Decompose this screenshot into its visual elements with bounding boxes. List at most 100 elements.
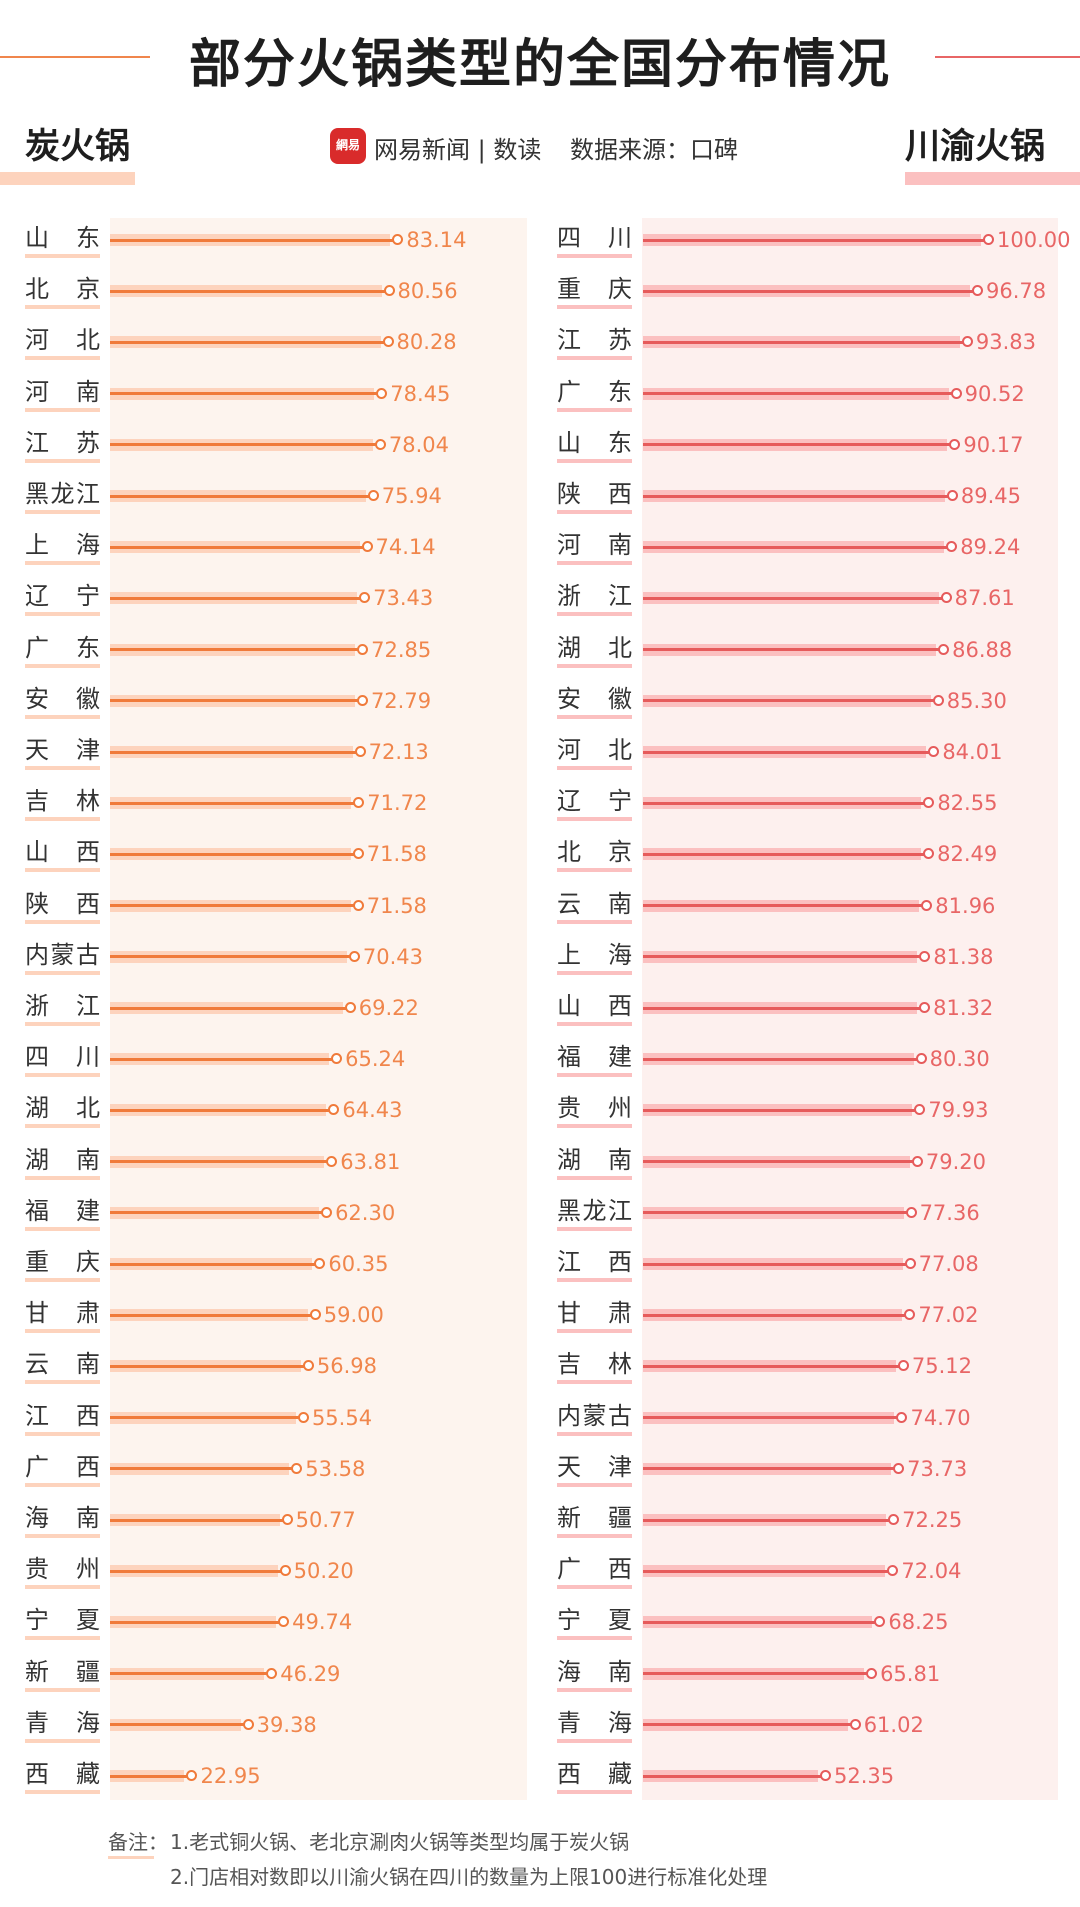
right-bar xyxy=(643,443,952,447)
left-value-label: 72.85 xyxy=(371,637,432,662)
left-bar xyxy=(110,1211,324,1215)
left-label-underline xyxy=(25,1534,100,1538)
right-label-underline xyxy=(557,561,632,566)
right-bar-endpoint xyxy=(914,1104,926,1116)
left-category-label: 广东 xyxy=(25,633,100,662)
right-bar-endpoint xyxy=(923,848,935,860)
right-category-label: 河北 xyxy=(557,736,632,764)
right-bar-endpoint xyxy=(949,438,961,450)
left-label-underline xyxy=(25,817,100,822)
right-value-label: 72.04 xyxy=(901,1559,962,1584)
left-bar xyxy=(110,494,370,498)
right-bar-endpoint xyxy=(950,387,962,399)
right-label-underline xyxy=(557,970,632,975)
right-bar xyxy=(643,392,953,396)
left-bar-endpoint xyxy=(367,490,379,501)
right-title-underline xyxy=(905,172,1080,185)
left-category-label: 广西 xyxy=(25,1452,100,1481)
left-bar-endpoint xyxy=(354,746,366,757)
right-category-label: 江西 xyxy=(557,1248,632,1276)
left-bar-endpoint xyxy=(348,950,360,962)
right-bar xyxy=(643,1262,907,1266)
right-category-label: 北京 xyxy=(557,838,632,867)
left-bar xyxy=(110,1620,281,1624)
left-bar xyxy=(110,1416,300,1420)
right-category-label: 重庆 xyxy=(557,275,632,304)
left-bar xyxy=(110,1057,334,1061)
right-label-underline xyxy=(557,766,632,770)
right-label-underline xyxy=(557,1790,632,1794)
right-bar-endpoint xyxy=(971,285,983,297)
left-category-label: 河南 xyxy=(25,377,100,406)
left-category-label: 辽宁 xyxy=(25,582,100,611)
right-bar xyxy=(643,1364,900,1368)
right-label-underline xyxy=(557,1380,632,1385)
note-2: 2.门店相对数即以川渝火锅在四川的数量为上限100进行标准化处理 xyxy=(170,1865,768,1889)
left-category-label: 吉林 xyxy=(25,787,100,816)
right-label-underline xyxy=(557,1124,632,1129)
right-bar-endpoint xyxy=(921,899,933,911)
right-bar-endpoint xyxy=(904,1258,916,1269)
left-bar xyxy=(110,1313,312,1317)
left-bar xyxy=(110,596,362,600)
left-label-underline xyxy=(25,970,100,975)
left-value-label: 69.22 xyxy=(358,996,419,1020)
left-value-label: 49.74 xyxy=(292,1610,353,1635)
right-value-label: 73.73 xyxy=(907,1456,968,1481)
right-value-label: 74.70 xyxy=(910,1405,971,1430)
left-value-label: 55.54 xyxy=(311,1405,373,1430)
right-bar xyxy=(643,750,931,754)
right-label-underline xyxy=(557,305,632,310)
left-label-underline xyxy=(25,356,100,361)
left-label-underline xyxy=(25,868,100,873)
right-bar xyxy=(643,955,922,959)
right-value-label: 77.08 xyxy=(918,1252,979,1276)
left-bar xyxy=(110,289,386,293)
left-label-underline xyxy=(25,919,100,924)
left-value-label: 73.43 xyxy=(373,586,434,611)
left-bar xyxy=(110,1006,347,1010)
right-category-label: 海南 xyxy=(557,1657,632,1686)
left-value-label: 39.38 xyxy=(256,1712,317,1737)
right-bar-endpoint xyxy=(940,592,952,604)
left-label-underline xyxy=(25,407,100,412)
right-bar xyxy=(643,545,949,549)
right-bar xyxy=(643,1211,908,1215)
left-category-label: 江苏 xyxy=(25,428,100,457)
left-category-label: 新疆 xyxy=(25,1657,100,1686)
right-value-label: 75.12 xyxy=(911,1354,973,1379)
right-chart-title: 川渝火锅 xyxy=(905,127,1046,167)
left-label-underline xyxy=(25,1790,100,1794)
right-bar xyxy=(643,494,949,498)
left-label-underline xyxy=(25,714,100,719)
right-label-underline xyxy=(557,1482,632,1487)
right-value-label: 52.35 xyxy=(834,1764,895,1788)
right-bar-endpoint xyxy=(905,1206,917,1218)
left-bar-endpoint xyxy=(186,1770,198,1781)
right-value-label: 82.49 xyxy=(937,842,998,867)
left-value-label: 22.95 xyxy=(200,1764,261,1788)
left-bar xyxy=(110,904,355,908)
right-category-label: 浙江 xyxy=(557,582,632,611)
right-bar xyxy=(643,852,926,856)
right-bar xyxy=(643,1774,823,1778)
left-bar-endpoint xyxy=(353,797,365,809)
left-category-label: 宁夏 xyxy=(25,1606,100,1635)
left-label-underline xyxy=(25,1636,100,1641)
left-value-label: 64.43 xyxy=(342,1098,403,1123)
right-bar-endpoint xyxy=(904,1309,916,1321)
right-label-underline xyxy=(557,1329,632,1334)
right-label-underline xyxy=(557,612,632,617)
chart-title: 部分火锅类型的全国分布情况 xyxy=(188,35,891,95)
right-label-underline xyxy=(557,458,632,463)
right-bar xyxy=(643,289,974,293)
left-label-underline xyxy=(25,1278,100,1282)
right-value-label: 81.32 xyxy=(933,996,994,1020)
left-bar-endpoint xyxy=(374,438,386,450)
left-bar xyxy=(110,238,395,242)
right-bar-endpoint xyxy=(887,1565,899,1577)
left-bar-endpoint xyxy=(281,1514,293,1525)
right-bar xyxy=(643,1057,918,1061)
right-category-label: 云南 xyxy=(557,889,632,918)
left-bar-endpoint xyxy=(278,1616,290,1628)
